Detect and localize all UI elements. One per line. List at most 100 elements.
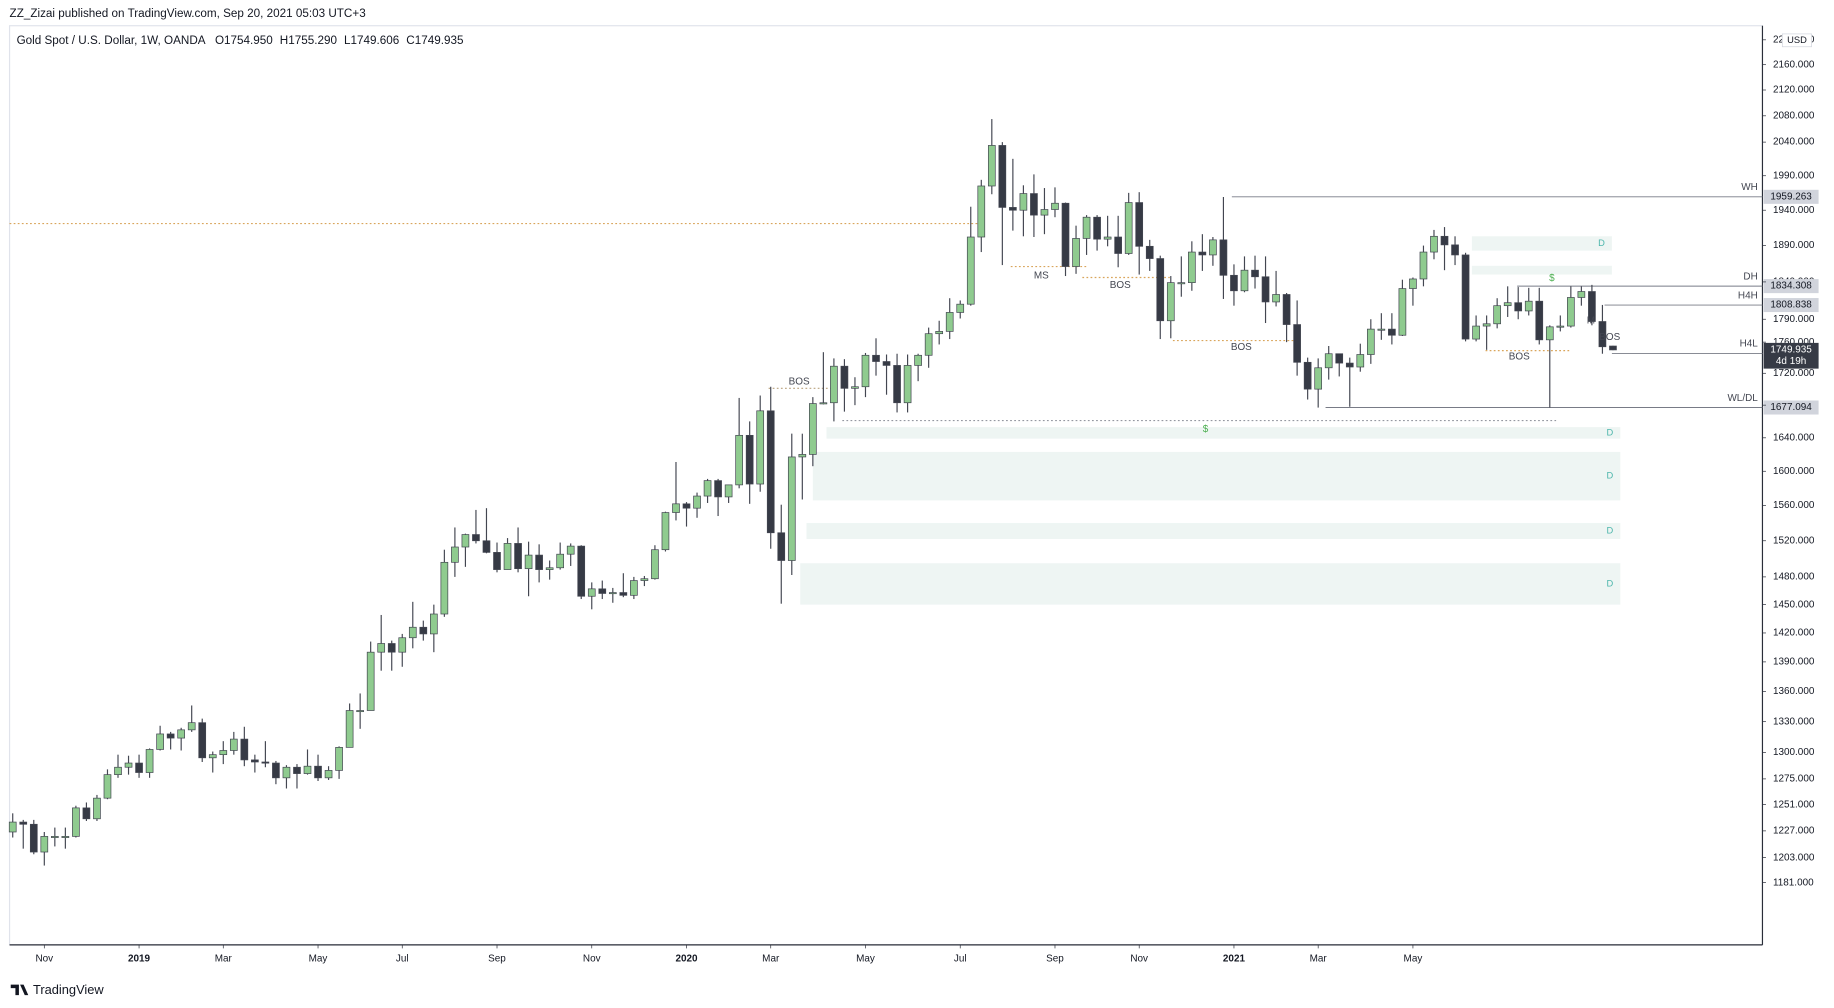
candle-body: [177, 729, 185, 739]
candle-body: [335, 747, 343, 771]
zone-label: D: [1607, 471, 1614, 481]
candle-body: [914, 354, 922, 366]
candle-body: [851, 386, 859, 389]
y-tick-label: 1480.000: [1773, 572, 1815, 583]
y-tick-label: 1420.000: [1773, 628, 1815, 639]
x-tick-label: Nov: [583, 954, 601, 965]
y-tick-label: 1300.000: [1773, 747, 1815, 758]
candle-body: [1230, 274, 1238, 292]
last-price-box: [1763, 342, 1819, 369]
candle-body: [51, 836, 59, 838]
candle-body: [619, 592, 628, 596]
candle-body: [1145, 245, 1154, 259]
y-tick-label: 2120.000: [1773, 85, 1815, 96]
candle-body: [156, 733, 164, 750]
x-tick-label: Sep: [1046, 954, 1064, 965]
y-tick-label: 1227.000: [1773, 826, 1815, 837]
candle-body: [872, 354, 880, 362]
x-tick-label: Nov: [1130, 954, 1148, 965]
candle-body: [187, 722, 196, 731]
candle-body: [482, 540, 491, 553]
currency-label: USD: [1787, 35, 1807, 45]
publisher-line: ZZ_Zizai published on TradingView.com, S…: [10, 7, 366, 20]
candle-body: [430, 613, 438, 635]
candle-body: [1114, 236, 1122, 254]
annotation-text: WH DH H4H H4L WL/DL BOS MS BOS BOS BOS M BOS $ $: [789, 182, 1759, 435]
candle-body: [1345, 362, 1354, 368]
price-box: [1763, 189, 1819, 204]
candle-body: [777, 532, 786, 561]
candle-body: [1209, 239, 1217, 256]
candle-body: [1166, 282, 1175, 322]
candle-body: [251, 759, 259, 763]
zone: [1471, 236, 1612, 251]
candle-body: [1609, 345, 1617, 351]
y-tick-label: 1390.000: [1773, 657, 1815, 668]
candle-body: [1588, 291, 1596, 322]
candle-body: [524, 554, 533, 570]
candle-body: [966, 236, 975, 305]
candle-body: [1567, 297, 1575, 327]
annotation-note: BOS: [1110, 280, 1131, 291]
annotation-note: $: [1203, 424, 1209, 435]
candle-body: [819, 402, 828, 405]
candle-body: [1156, 258, 1165, 322]
candle-body: [1535, 300, 1544, 341]
x-tick-label: May: [1404, 954, 1423, 965]
candle-body: [356, 710, 364, 713]
y-tick-label: 1560.000: [1773, 500, 1815, 511]
level-name: H4L: [1740, 339, 1759, 350]
ohlc-legend: O1754.950 H1755.290 L1749.606 C1749.935: [215, 34, 464, 47]
candle-body: [987, 145, 996, 187]
candle-body: [1103, 236, 1112, 240]
brand-name: TradingView: [33, 982, 104, 997]
candle-body: [682, 503, 691, 509]
zone: [812, 451, 1621, 501]
candle-body: [472, 534, 480, 542]
candle-body: [830, 365, 838, 404]
candle-body: [566, 545, 575, 555]
x-tick-label: 2021: [1223, 954, 1246, 965]
candle-body: [1419, 251, 1428, 280]
candle-body: [630, 580, 638, 596]
y-tick-label: 2080.000: [1773, 110, 1815, 121]
x-tick-label: Sep: [488, 954, 506, 965]
candle-body: [798, 454, 807, 458]
y-tick-label: 1330.000: [1773, 716, 1815, 727]
candle-body: [882, 361, 891, 366]
candle-body: [545, 567, 554, 570]
candle-body: [1461, 254, 1470, 340]
zone: [1471, 265, 1612, 275]
candle-body: [1324, 353, 1333, 369]
annotation-note: BOS: [1231, 342, 1252, 353]
candle-body: [461, 534, 470, 548]
price-box: [1763, 279, 1819, 294]
countdown-label: 4d 19h: [1776, 356, 1806, 367]
candle-body: [1261, 276, 1270, 303]
price-box-label: 1677.094: [1770, 402, 1812, 413]
candle-body: [72, 807, 80, 837]
candle-body: [1198, 251, 1207, 256]
candle-body: [766, 410, 775, 534]
candle-body: [1030, 193, 1038, 216]
brand: TradingView: [10, 982, 104, 997]
candles: [8, 119, 1617, 866]
x-tick-label: May: [856, 954, 875, 965]
candle-body: [1303, 361, 1312, 390]
candle-body: [493, 552, 501, 570]
candle-body: [451, 546, 459, 563]
candle-body: [1314, 367, 1323, 390]
candle-body: [135, 762, 143, 773]
candle-body: [1598, 321, 1607, 348]
candle-body: [977, 185, 986, 238]
candle-body: [124, 762, 133, 768]
candle-body: [398, 637, 407, 653]
brand-logo: [10, 984, 29, 996]
candle-body: [293, 766, 301, 774]
zone-label: D: [1598, 238, 1605, 248]
candle-body: [408, 626, 417, 639]
level-name: DH: [1743, 271, 1757, 282]
candle-body: [314, 765, 322, 779]
candle-body: [598, 588, 607, 594]
candle-body: [208, 754, 217, 759]
